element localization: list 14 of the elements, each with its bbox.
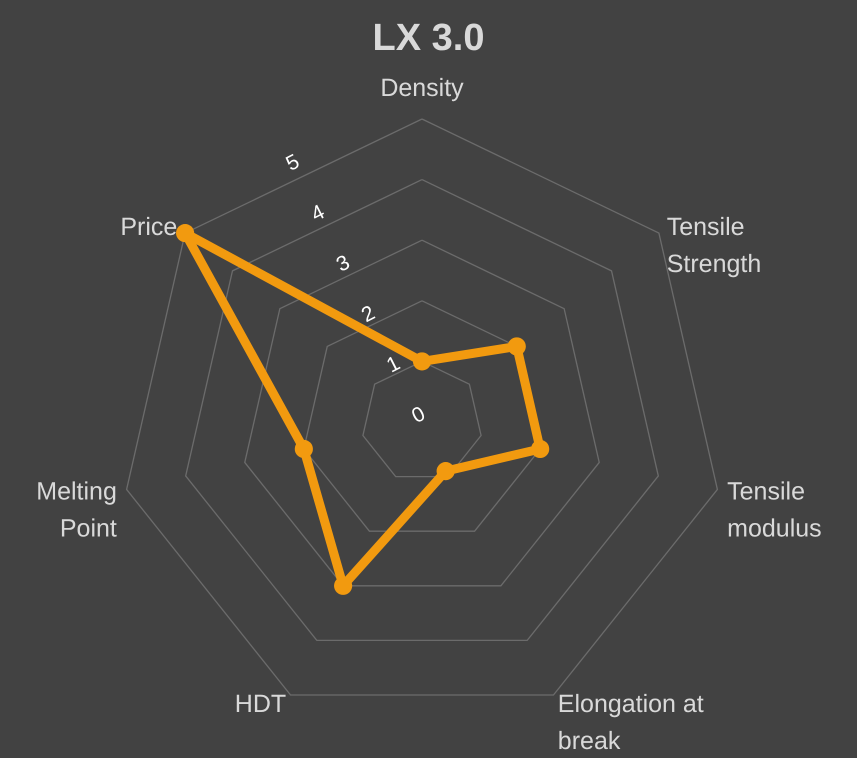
y-tick-label: 5	[282, 150, 304, 176]
y-tick-label: 1	[382, 352, 404, 378]
spoke-label: Price	[120, 212, 178, 241]
y-tick-label: 0	[408, 402, 429, 428]
chart-title: LX 3.0	[372, 17, 484, 59]
y-tick-label: 4	[308, 200, 329, 226]
spoke-label: Tensile modulus	[727, 478, 822, 543]
y-tick-label: 2	[358, 301, 379, 328]
spoke-label: HDT	[234, 690, 286, 718]
spoke-label: Elongation at break	[558, 690, 704, 756]
spoke-label: Tensile Strength	[666, 212, 762, 278]
y-tick-label: 3	[332, 250, 354, 277]
spoke-label: Melting Point	[36, 478, 117, 543]
spoke-label: Density	[380, 74, 464, 102]
